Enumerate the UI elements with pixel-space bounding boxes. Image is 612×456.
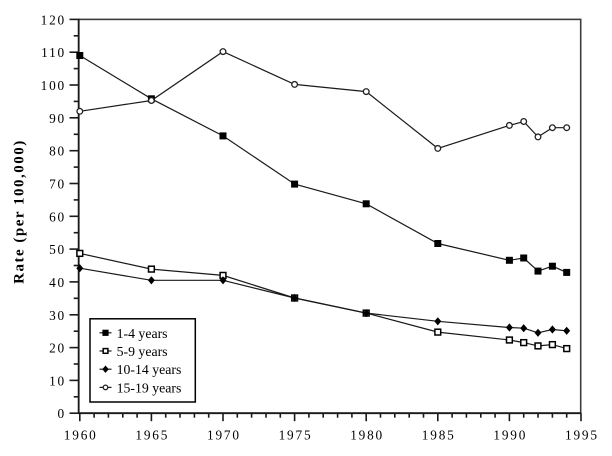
svg-text:1990: 1990 bbox=[493, 427, 527, 442]
svg-text:70: 70 bbox=[49, 177, 66, 192]
svg-text:10: 10 bbox=[49, 373, 66, 388]
svg-text:80: 80 bbox=[49, 144, 66, 159]
svg-text:1985: 1985 bbox=[422, 427, 456, 442]
svg-text:90: 90 bbox=[49, 111, 66, 126]
svg-text:1980: 1980 bbox=[350, 427, 384, 442]
svg-text:5-9 years: 5-9 years bbox=[117, 344, 168, 359]
svg-text:40: 40 bbox=[49, 275, 66, 290]
svg-text:120: 120 bbox=[41, 12, 66, 27]
svg-text:50: 50 bbox=[49, 242, 66, 257]
svg-text:60: 60 bbox=[49, 209, 66, 224]
svg-text:1965: 1965 bbox=[135, 427, 169, 442]
svg-text:1-4 years: 1-4 years bbox=[117, 326, 168, 341]
svg-text:30: 30 bbox=[49, 308, 66, 323]
svg-text:15-19 years: 15-19 years bbox=[117, 380, 182, 395]
svg-text:100: 100 bbox=[41, 78, 66, 93]
svg-text:Rate (per 100,000): Rate (per 100,000) bbox=[12, 139, 28, 284]
svg-text:1975: 1975 bbox=[279, 427, 313, 442]
svg-text:1970: 1970 bbox=[207, 427, 241, 442]
svg-text:20: 20 bbox=[49, 341, 66, 356]
svg-text:1960: 1960 bbox=[64, 427, 98, 442]
svg-text:0: 0 bbox=[58, 406, 66, 421]
svg-text:10-14 years: 10-14 years bbox=[117, 362, 182, 377]
svg-text:1995: 1995 bbox=[565, 427, 599, 442]
svg-text:110: 110 bbox=[41, 45, 66, 60]
